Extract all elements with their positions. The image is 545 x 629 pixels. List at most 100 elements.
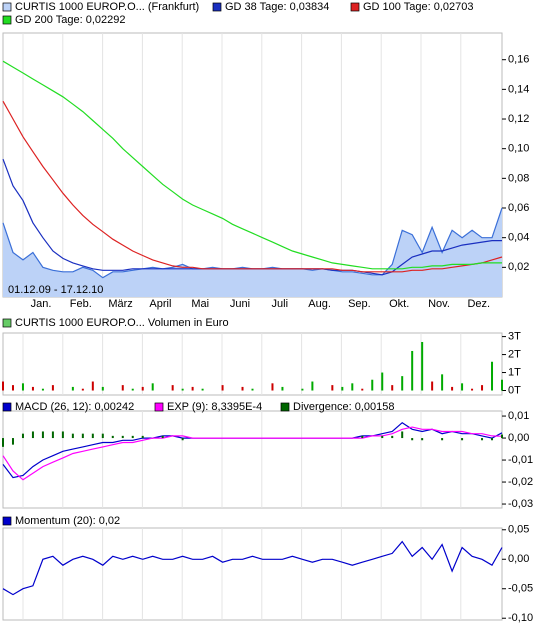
bar <box>31 386 34 391</box>
plot-area <box>2 527 503 621</box>
legend-swatch <box>2 2 12 12</box>
y-tick-label: 0,04 <box>508 232 529 244</box>
bar <box>141 386 144 391</box>
bar <box>21 383 24 391</box>
bar <box>501 434 503 439</box>
bar <box>111 435 114 439</box>
x-tick-label: Okt. <box>389 298 409 310</box>
legend-swatch <box>2 516 12 526</box>
bar <box>381 435 384 439</box>
legend-label: GD 38 Tage: 0,03834 <box>225 1 329 13</box>
bar <box>121 435 124 439</box>
bar <box>131 388 134 391</box>
legend-swatch <box>154 402 164 412</box>
bar <box>391 435 394 439</box>
y-tick-label: 0,02 <box>508 261 529 273</box>
bar <box>181 388 184 391</box>
y-tick-label: 0,16 <box>508 54 529 66</box>
bar <box>161 435 164 439</box>
y-tick-label: -0,10 <box>508 612 533 624</box>
bar <box>421 341 424 391</box>
legend-label: EXP (9): 8,3395E-4 <box>167 401 262 413</box>
bar <box>81 433 84 439</box>
bar <box>361 388 364 391</box>
bar <box>191 386 194 391</box>
bar <box>421 438 424 441</box>
bar <box>151 383 154 391</box>
y-tick-label: 0,00 <box>508 432 529 444</box>
y-tick-label: 0,01 <box>508 410 529 422</box>
series-line <box>2 426 503 481</box>
x-tick-label: Aug. <box>308 298 331 310</box>
legend-label: Momentum (20): 0,02 <box>15 515 120 527</box>
bar <box>101 433 104 439</box>
bar <box>301 388 304 391</box>
y-tick-label: 2T <box>508 348 521 360</box>
bar <box>11 438 14 445</box>
bar <box>51 385 54 391</box>
legend-label: CURTIS 1000 EUROP.O... Volumen in Euro <box>15 317 229 329</box>
bar <box>81 388 84 391</box>
bar <box>411 350 414 391</box>
y-tick-label: 0,10 <box>508 143 529 155</box>
bar <box>471 388 474 391</box>
y-tick-label: -0,01 <box>508 454 533 466</box>
y-tick-label: 1T <box>508 366 521 378</box>
legend-swatch <box>2 15 12 25</box>
bar <box>51 431 54 439</box>
x-tick-label: Mai <box>191 298 209 310</box>
y-tick-label: 0,06 <box>508 202 529 214</box>
legend-label: GD 200 Tage: 0,02292 <box>15 14 126 26</box>
bar <box>41 388 44 391</box>
series-line <box>2 60 502 270</box>
bar <box>71 433 74 439</box>
bar <box>481 438 484 441</box>
bar <box>411 438 414 441</box>
bar <box>41 431 44 439</box>
bar <box>461 438 464 441</box>
plot-area <box>2 410 503 509</box>
x-tick-label: Nov. <box>428 298 450 310</box>
x-tick-label: April <box>149 298 171 310</box>
y-tick-label: 0T <box>508 384 521 396</box>
bar <box>71 386 74 391</box>
bar <box>271 383 274 391</box>
x-tick-label: Juni <box>230 298 250 310</box>
legend-swatch <box>2 318 12 328</box>
y-tick-label: -0,02 <box>508 476 533 488</box>
bar <box>481 385 484 391</box>
bar <box>91 381 94 391</box>
x-tick-label: März <box>108 298 132 310</box>
x-tick-label: Juli <box>272 298 289 310</box>
bar <box>61 431 64 439</box>
bar <box>241 386 244 391</box>
bar <box>401 376 404 391</box>
bar <box>2 381 4 391</box>
bar <box>221 385 224 391</box>
legend-label: Divergence: 0,00158 <box>293 401 395 413</box>
bar <box>341 386 344 391</box>
bar <box>141 435 144 439</box>
bar <box>281 386 284 391</box>
bar <box>131 435 134 439</box>
bar <box>351 383 354 391</box>
plot-area <box>2 332 503 396</box>
bar <box>491 438 494 441</box>
series-line <box>2 100 503 273</box>
bar <box>121 385 124 391</box>
bar <box>441 374 444 391</box>
date-range: 01.12.09 - 17.12.10 <box>8 284 103 296</box>
bar <box>381 372 384 391</box>
legend-label: GD 100 Tage: 0,02703 <box>363 1 474 13</box>
bar <box>91 433 94 439</box>
bar <box>21 433 24 439</box>
legend-swatch <box>280 402 290 412</box>
bar <box>2 438 4 447</box>
bar <box>331 385 334 391</box>
x-tick-label: Jan. <box>31 298 52 310</box>
bar <box>391 385 394 391</box>
bar <box>401 431 404 439</box>
legend-swatch <box>2 402 12 412</box>
bar <box>491 361 494 391</box>
bar <box>31 431 34 439</box>
